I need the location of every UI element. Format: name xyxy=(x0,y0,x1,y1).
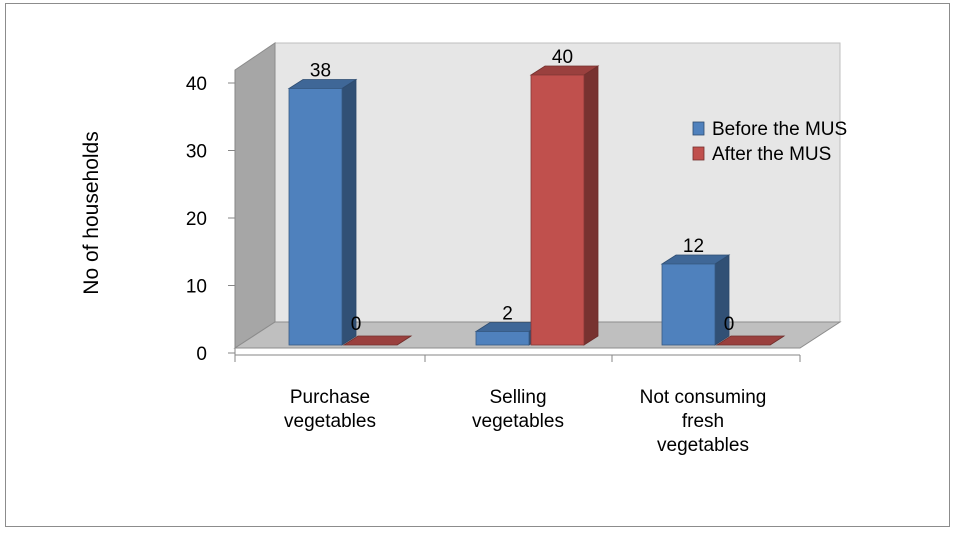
bar-after-2 xyxy=(715,335,786,346)
x-category-label: Selling vegetables xyxy=(472,387,564,432)
data-label: 0 xyxy=(724,314,735,335)
x-category-label: Not consuming fresh vegetables xyxy=(640,387,767,456)
y-tick-label: 0 xyxy=(196,344,207,365)
data-label: 0 xyxy=(351,314,362,335)
data-label: 38 xyxy=(310,61,331,82)
y-tick-label: 10 xyxy=(186,277,207,298)
y-tick-label: 20 xyxy=(186,209,207,230)
data-label: 2 xyxy=(502,304,513,325)
bar-before-0 xyxy=(287,78,358,346)
legend-swatch xyxy=(692,146,705,161)
legend-label: After the MUS xyxy=(712,144,831,165)
data-label: 40 xyxy=(552,47,573,68)
bar-after-1 xyxy=(529,65,600,346)
y-tick-label: 30 xyxy=(186,142,207,163)
legend-label: Before the MUS xyxy=(712,119,847,140)
data-label: 12 xyxy=(683,236,704,257)
y-axis-title: No of households xyxy=(80,131,103,294)
x-category-label: Purchase vegetables xyxy=(284,387,376,432)
legend-swatch xyxy=(692,121,705,136)
bar-after-0 xyxy=(342,335,413,346)
bar-before-2 xyxy=(660,254,731,346)
y-tick-label: 40 xyxy=(186,74,207,95)
legend: Before the MUS After the MUS xyxy=(692,119,847,165)
chart-side-wall xyxy=(234,42,276,349)
